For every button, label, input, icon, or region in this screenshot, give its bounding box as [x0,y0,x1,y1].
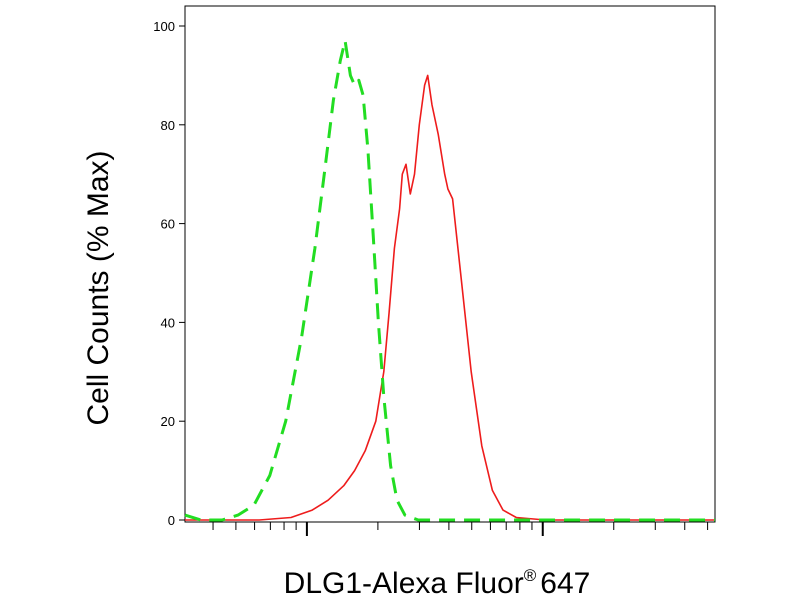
x-axis-title-suffix: 647 [540,567,590,600]
x-axis-title-superscript: ® [524,566,537,585]
series-line-solid [185,74,715,521]
x-axis-title-main: DLG1-Alexa Fluor [284,567,524,600]
series-layer [184,39,715,522]
y-tick-label: 80 [161,118,175,133]
axes: 0 20 40 60 80 100 [153,5,716,536]
y-tick-label: 20 [161,414,175,429]
series-line-dashed [184,39,715,522]
y-tick-label: 100 [153,19,175,34]
x-axis-title: DLG1-Alexa Fluor® 647 [284,566,591,600]
y-tick-label: 40 [161,315,175,330]
y-tick-label: 60 [161,217,175,232]
y-axis-title: Cell Counts (% Max) [82,150,115,425]
y-tick-label: 0 [168,513,175,528]
plot-frame [184,5,716,523]
